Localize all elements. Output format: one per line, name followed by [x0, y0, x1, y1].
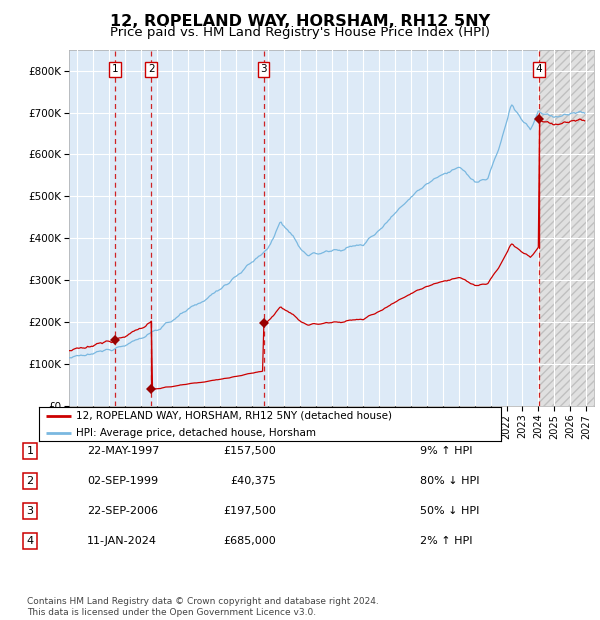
Text: 80% ↓ HPI: 80% ↓ HPI [420, 476, 479, 486]
Text: 12, ROPELAND WAY, HORSHAM, RH12 5NY: 12, ROPELAND WAY, HORSHAM, RH12 5NY [110, 14, 490, 29]
Text: 22-SEP-2006: 22-SEP-2006 [87, 506, 158, 516]
Text: 1: 1 [26, 446, 34, 456]
Text: 9% ↑ HPI: 9% ↑ HPI [420, 446, 473, 456]
Text: 2% ↑ HPI: 2% ↑ HPI [420, 536, 473, 546]
Text: 02-SEP-1999: 02-SEP-1999 [87, 476, 158, 486]
Text: 1: 1 [112, 64, 118, 74]
Bar [539, 50, 594, 406]
Text: 22-MAY-1997: 22-MAY-1997 [87, 446, 160, 456]
Text: HPI: Average price, detached house, Horsham: HPI: Average price, detached house, Hors… [76, 428, 316, 438]
Bar [539, 50, 594, 406]
Bar [69, 50, 539, 406]
Text: 4: 4 [535, 64, 542, 74]
Text: 2: 2 [148, 64, 155, 74]
Text: 50% ↓ HPI: 50% ↓ HPI [420, 506, 479, 516]
Text: 2: 2 [26, 476, 34, 486]
Text: £40,375: £40,375 [230, 476, 276, 486]
Text: £685,000: £685,000 [223, 536, 276, 546]
Text: Contains HM Land Registry data © Crown copyright and database right 2024.
This d: Contains HM Land Registry data © Crown c… [27, 598, 379, 617]
Text: £157,500: £157,500 [223, 446, 276, 456]
Text: £197,500: £197,500 [223, 506, 276, 516]
Text: 11-JAN-2024: 11-JAN-2024 [87, 536, 157, 546]
Text: 12, ROPELAND WAY, HORSHAM, RH12 5NY (detached house): 12, ROPELAND WAY, HORSHAM, RH12 5NY (det… [76, 411, 392, 421]
Text: Price paid vs. HM Land Registry's House Price Index (HPI): Price paid vs. HM Land Registry's House … [110, 26, 490, 39]
Text: 3: 3 [260, 64, 267, 74]
Text: 3: 3 [26, 506, 34, 516]
Text: 4: 4 [26, 536, 34, 546]
